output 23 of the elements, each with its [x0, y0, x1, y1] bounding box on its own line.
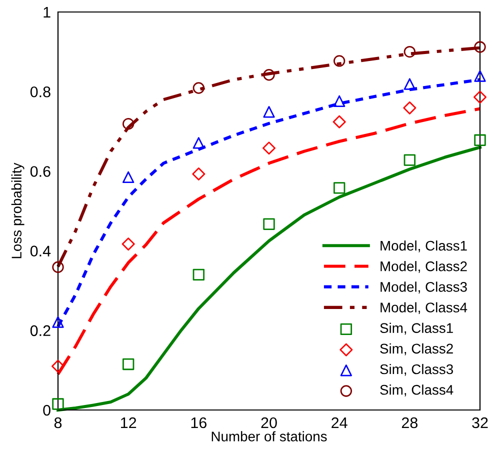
legend-label: Sim, Class1 [380, 322, 453, 335]
legend-label: Model, Class1 [380, 240, 467, 252]
x-tick-label: 16 [191, 417, 206, 428]
legend-label: Model, Class3 [380, 282, 467, 294]
y-tick-label: 0.8 [30, 86, 50, 98]
x-tick-label: 20 [261, 417, 277, 428]
y-tick-label: 0.4 [30, 246, 51, 256]
legend-label: Model, Class2 [380, 261, 467, 273]
x-tick-label: 32 [472, 417, 488, 428]
y-tick-label: 1 [44, 7, 50, 18]
y-tick-label: 0.6 [30, 166, 50, 177]
legend-label: Sim, Class2 [380, 343, 453, 356]
y-tick-label: 0.2 [30, 325, 50, 336]
y-axis-title: Loss probability [11, 162, 24, 258]
x-axis-title: Number of stations [212, 431, 327, 442]
x-tick-label: 24 [332, 417, 348, 428]
legend-label: Sim, Class3 [380, 364, 453, 376]
legend-label: Sim, Class4 [380, 384, 454, 396]
x-tick-label: 8 [54, 417, 62, 428]
y-tick-label: 0 [43, 404, 50, 416]
x-tick-label: 12 [121, 417, 136, 428]
x-tick-label: 28 [402, 417, 418, 428]
legend-label: Model, Class4 [380, 302, 468, 314]
